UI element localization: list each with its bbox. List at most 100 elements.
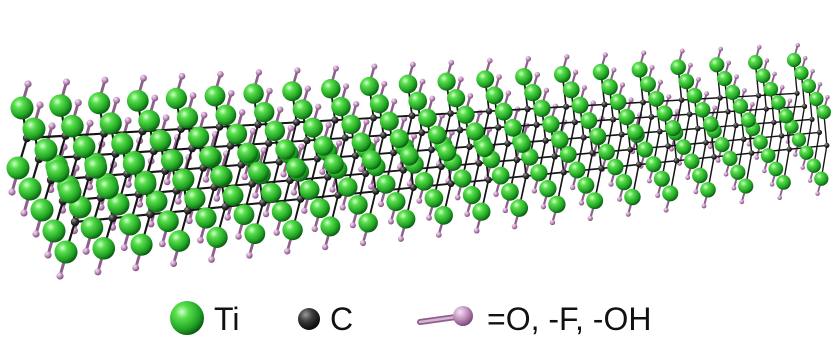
carbon-atom	[286, 176, 294, 185]
ti-atom	[30, 198, 54, 222]
carbon-atom	[331, 116, 339, 124]
ti-atom	[408, 91, 428, 111]
carbon-atom	[226, 142, 235, 150]
termination-group	[562, 54, 570, 69]
termination-group	[34, 101, 44, 121]
termination-group	[379, 80, 388, 97]
ti-atom	[309, 198, 330, 219]
ti-atom	[453, 169, 472, 188]
carbon-atom	[447, 180, 455, 188]
carbon-atom	[551, 153, 558, 160]
legend-item-termination: =O, -F, -OH	[417, 301, 651, 337]
ti-atom	[472, 202, 491, 221]
termination-group	[349, 212, 358, 229]
carbon-atom	[437, 163, 445, 171]
carbon-atom-icon	[298, 308, 320, 330]
carbon-atom	[428, 146, 435, 154]
ti-atom	[768, 161, 784, 177]
termination-group	[533, 71, 541, 87]
legend-label-termination: =O, -F, -OH	[487, 301, 651, 337]
termination-group	[284, 237, 293, 255]
termination-group	[755, 44, 762, 57]
ti-atom	[645, 156, 662, 173]
ti-atom	[692, 167, 708, 184]
termination-group	[273, 218, 282, 236]
carbon-atom	[703, 139, 709, 146]
termination-group	[815, 184, 821, 196]
termination-group	[322, 233, 330, 251]
ti-atom	[6, 156, 30, 180]
ti-atom	[275, 139, 296, 160]
ti-atom	[72, 135, 96, 159]
termination-group	[132, 252, 142, 272]
ti-atom	[418, 108, 437, 128]
ti-atom	[369, 94, 389, 114]
termination-group	[762, 161, 768, 174]
ti-atom	[740, 112, 756, 128]
termination-group	[465, 92, 474, 109]
termination-group	[264, 87, 273, 105]
ti-atom	[513, 135, 532, 153]
ti-atom	[504, 118, 522, 137]
ti-atom	[624, 188, 641, 206]
termination-group	[494, 74, 502, 89]
termination-group	[685, 167, 692, 180]
termination-group	[739, 191, 746, 205]
ti-atom	[130, 233, 153, 256]
ti-atom	[627, 123, 644, 141]
ti-atom	[533, 99, 551, 118]
termination-group	[807, 170, 814, 183]
termination-group	[608, 173, 615, 187]
ti-atom	[348, 195, 368, 215]
termination-group	[456, 76, 464, 92]
termination-group	[435, 222, 444, 238]
ti-atom	[376, 174, 396, 194]
termination-group	[748, 101, 755, 115]
termination-group	[625, 203, 633, 217]
ti-atom	[204, 85, 226, 107]
termination-group	[303, 85, 311, 103]
termination-group	[341, 83, 350, 100]
termination-group	[524, 56, 532, 71]
termination-group	[301, 197, 310, 214]
termination-group	[199, 111, 208, 130]
ti-atom	[683, 153, 700, 170]
ti-atom	[138, 109, 160, 132]
ti-atom	[485, 86, 504, 105]
ti-atom	[264, 120, 286, 142]
termination-group	[158, 229, 168, 248]
termination-group	[646, 170, 654, 184]
ti-atom	[753, 134, 768, 150]
termination-group	[56, 260, 66, 280]
termination-group	[389, 98, 398, 115]
ti-atom	[515, 68, 533, 86]
carbon-atom	[303, 136, 311, 145]
termination-group	[20, 197, 30, 217]
termination-group	[418, 78, 426, 95]
carbon-atom	[678, 97, 685, 103]
ti-atom	[702, 116, 719, 132]
ti-atom	[814, 171, 829, 186]
ti-atom	[665, 120, 682, 137]
termination-group	[655, 184, 662, 198]
ti-atom	[446, 89, 466, 108]
carbon-atom	[485, 176, 492, 184]
termination-group	[202, 165, 211, 183]
termination-group	[578, 191, 586, 206]
termination-group	[296, 143, 305, 161]
termination-group	[359, 229, 368, 247]
carbon-atom	[380, 131, 387, 139]
ti-atom	[331, 96, 351, 117]
termination-group	[493, 182, 501, 197]
ti-atom	[598, 143, 615, 161]
termination-group	[252, 181, 261, 199]
carbon-atom	[694, 125, 701, 132]
carbon-atom	[341, 134, 349, 142]
carbon-atom	[248, 180, 256, 188]
ti-atom	[118, 213, 142, 236]
termination-group	[693, 181, 700, 195]
ti-atom	[760, 148, 776, 163]
ti-atom	[717, 71, 733, 87]
ti-atom	[84, 156, 108, 179]
